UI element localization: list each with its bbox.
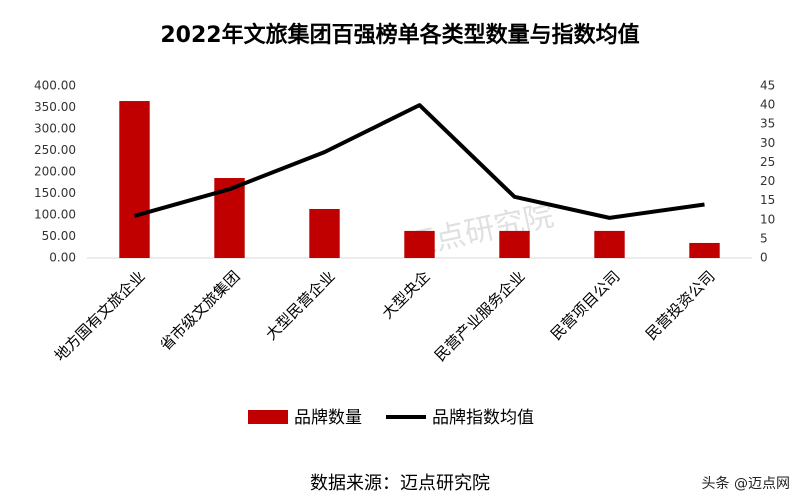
bar	[594, 230, 625, 258]
y-tick-label: 200.00	[34, 165, 76, 179]
x-tick-label: 省市级文旅集团	[157, 267, 244, 354]
x-tick-label: 地方国有文旅企业	[51, 267, 149, 365]
source: 数据来源：迈点研究院	[310, 473, 490, 494]
y2-tick-label: 30	[760, 136, 775, 150]
bar	[404, 230, 435, 258]
y2-tick-label: 15	[760, 193, 775, 207]
y2-tick-label: 35	[760, 117, 775, 131]
y-tick-label: 50.00	[42, 229, 76, 243]
legend-label: 品牌数量	[294, 408, 362, 428]
y-tick-label: 100.00	[34, 208, 76, 222]
y2-tick-label: 20	[760, 174, 775, 188]
y-tick-label: 250.00	[34, 143, 76, 157]
x-tick-label: 民营产业服务企业	[431, 267, 529, 365]
y2-tick-label: 45	[760, 79, 775, 93]
x-tick-label: 民营投资公司	[642, 267, 718, 343]
y2-tick-label: 5	[760, 231, 768, 245]
legend-swatch	[248, 410, 288, 424]
bar	[499, 230, 530, 258]
chart-title: 2022年文旅集团百强榜单各类型数量与指数均值	[160, 22, 639, 48]
y-tick-label: 300.00	[34, 122, 76, 136]
credit: 头条 @迈点网	[702, 475, 790, 492]
y2-tick-label: 10	[760, 212, 775, 226]
y-tick-label: 350.00	[34, 100, 76, 114]
y-tick-label: 400.00	[34, 79, 76, 93]
y-tick-label: 150.00	[34, 186, 76, 200]
legend-label: 品牌指数均值	[432, 408, 534, 428]
y2-tick-label: 40	[760, 98, 775, 112]
x-tick-label: 大型民营企业	[262, 267, 338, 343]
x-tick-label: 大型央企	[378, 267, 433, 322]
bar	[689, 242, 720, 258]
x-tick-label: 民营项目公司	[547, 267, 623, 343]
bar	[119, 101, 150, 258]
y-tick-label: 0.00	[49, 251, 76, 265]
line	[133, 103, 705, 220]
y2-tick-label: 25	[760, 155, 775, 169]
bar	[309, 208, 340, 258]
y2-tick-label: 0	[760, 251, 768, 265]
